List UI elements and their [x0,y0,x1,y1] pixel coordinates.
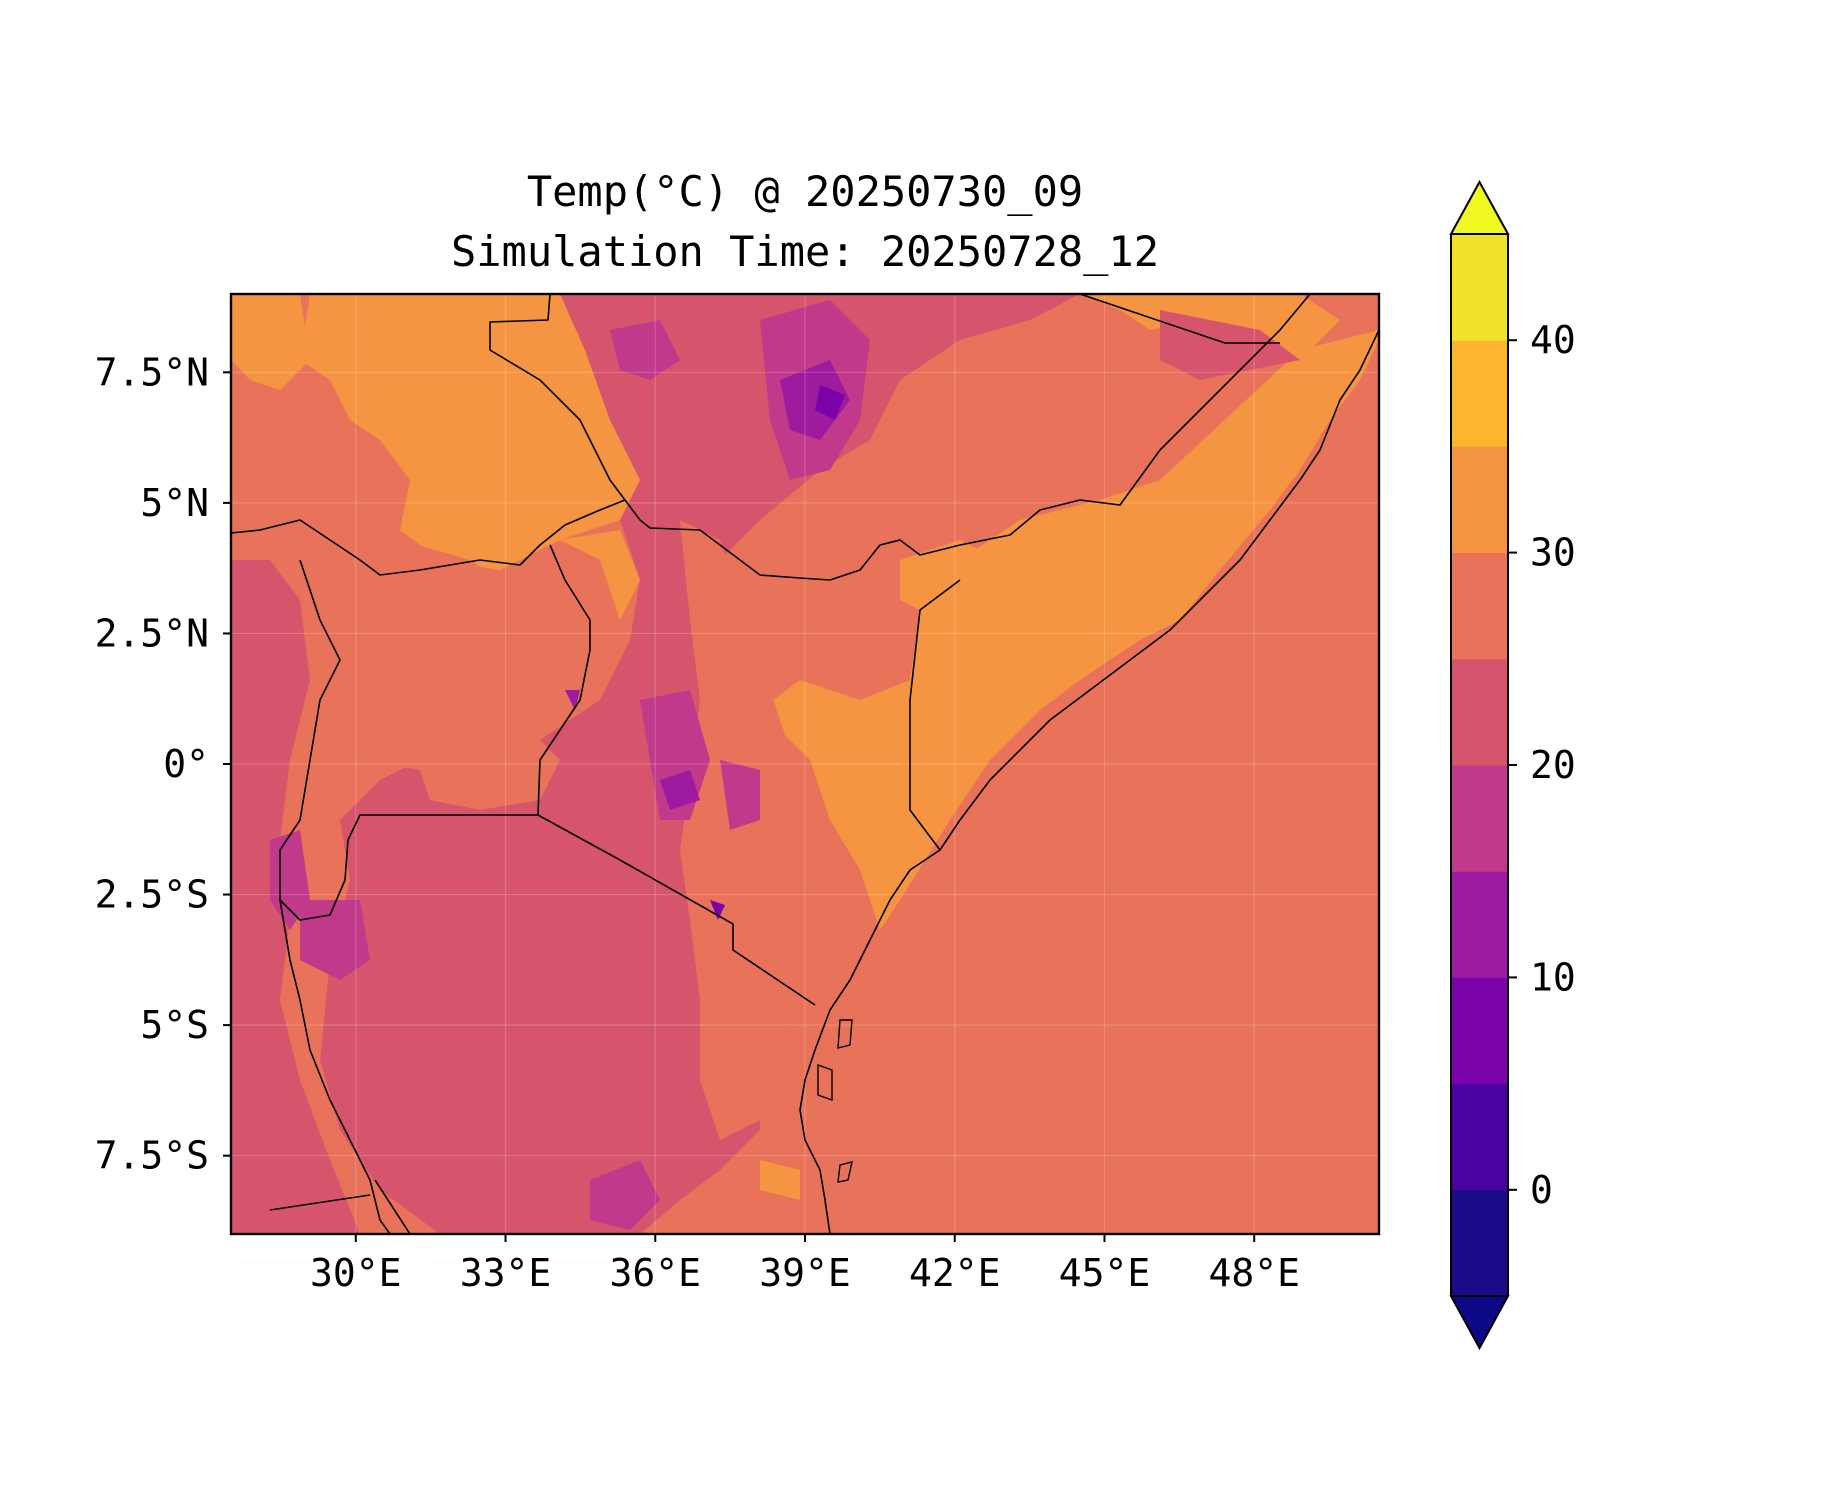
contour-band-25-30 [310,520,830,1140]
colorbar-segment [1451,658,1508,766]
y-tick-label: 7.5°S [95,1134,209,1178]
x-tick-label: 48°E [1208,1251,1300,1295]
y-axis: 7.5°N 5°N 2.5°N 0° 2.5°S 5°S 7.5°S [95,350,231,1178]
zanzibar-pemba-islands [817,1019,853,1183]
colorbar-segment [1451,234,1508,341]
map-title-line2: Simulation Time: 20250728_12 [450,227,1159,276]
x-tick-label: 39°E [759,1251,851,1295]
colorbar-extend-min [1449,1295,1510,1351]
colorbar-segment [1451,871,1508,978]
colorbar-segment [1451,977,1508,1085]
colorbar-tick-label: 30 [1530,531,1576,575]
y-tick-label: 5°N [140,481,209,525]
x-tick-label: 33°E [460,1251,552,1295]
y-tick-label: 5°S [140,1003,209,1047]
colorbar-segment [1451,1189,1508,1297]
colorbar-segment [1451,1083,1508,1191]
colorbar: 0 10 20 30 40 [1449,179,1576,1351]
map-panel [231,294,1379,1234]
colorbar-tick-label: 0 [1530,1168,1553,1212]
colorbar-segment [1451,446,1508,554]
map-gridlines [231,294,1379,1234]
contour-band-5-10 [710,385,845,920]
colorbar-extend-max [1449,179,1510,235]
x-tick-label: 42°E [909,1251,1001,1295]
x-tick-label: 36°E [610,1251,702,1295]
colorbar-tick-label: 10 [1530,955,1576,999]
x-tick-label: 30°E [310,1251,402,1295]
colorbar-segment [1451,340,1508,447]
y-tick-label: 0° [163,742,209,786]
colorbar-segment [1451,552,1508,660]
contour-band-15-20 [270,300,870,1230]
coastline [799,329,1379,1234]
country-borders [231,294,1311,1234]
colorbar-segment [1451,765,1508,872]
colorbar-tick-label: 40 [1530,318,1576,362]
x-tick-label: 45°E [1059,1251,1151,1295]
y-tick-label: 2.5°N [95,611,209,655]
x-axis: 30°E 33°E 36°E 39°E 42°E 45°E 48°E [310,1234,1300,1295]
y-tick-label: 2.5°S [95,873,209,917]
contour-band-10-15 [565,360,850,810]
y-tick-label: 7.5°N [95,350,209,394]
map-title-line1: Temp(°C) @ 20250730_09 [526,167,1084,216]
colorbar-tick-label: 20 [1530,743,1576,787]
